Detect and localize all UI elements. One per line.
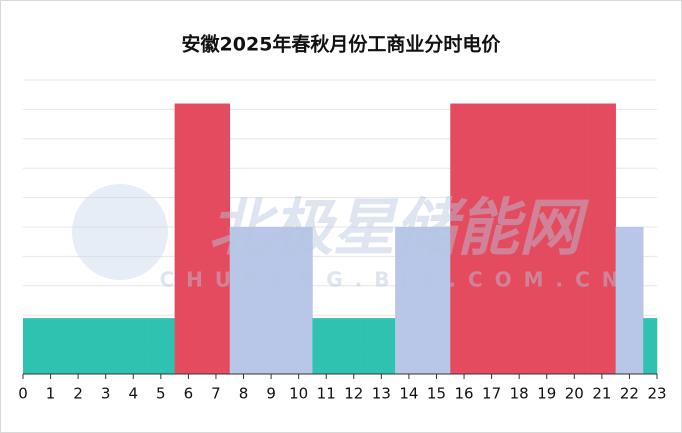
- bar: [257, 227, 286, 374]
- x-tick-label: 12: [344, 385, 363, 403]
- bar: [312, 318, 341, 374]
- x-tick-label: 7: [211, 385, 221, 403]
- x-tick-label: 9: [266, 385, 276, 403]
- bar: [505, 103, 534, 375]
- x-tick-label: 8: [239, 385, 249, 403]
- x-tick-label: 1: [46, 385, 56, 403]
- x-tick-label: 6: [184, 385, 194, 403]
- bar: [615, 227, 644, 374]
- x-tick-label: 17: [482, 385, 501, 403]
- bar: [147, 318, 175, 374]
- x-tick-label: 18: [510, 385, 529, 403]
- x-tick-label: 0: [18, 385, 28, 403]
- bar: [202, 103, 231, 375]
- x-tick-label: 2: [73, 385, 83, 403]
- bar: [64, 318, 93, 374]
- x-tick-label: 19: [537, 385, 556, 403]
- bar: [643, 318, 658, 374]
- x-tick-label: 21: [592, 385, 611, 403]
- bar: [119, 318, 148, 374]
- x-tick-label: 15: [427, 385, 446, 403]
- bar: [395, 227, 423, 374]
- bar: [174, 103, 203, 375]
- bar: [450, 103, 479, 375]
- x-tick-label: 5: [156, 385, 166, 403]
- chart-title: 安徽2025年春秋月份工商业分时电价: [182, 33, 502, 56]
- bar: [588, 103, 616, 375]
- watermark-logo: [72, 184, 168, 280]
- x-tick-label: 13: [372, 385, 391, 403]
- bar: [91, 318, 120, 374]
- bar: [340, 318, 368, 374]
- watermark-brand: 北极星储能网: [209, 191, 590, 264]
- x-tick-label: 4: [128, 385, 138, 403]
- x-tick-label: 11: [317, 385, 336, 403]
- bar: [477, 103, 506, 375]
- bar: [367, 318, 396, 374]
- x-tick-label: 14: [399, 385, 418, 403]
- bar: [532, 103, 561, 375]
- bar: [36, 318, 65, 374]
- watermark-site: CHUNENG.BJX.COM.CN: [159, 268, 630, 292]
- x-tick-label: 20: [565, 385, 584, 403]
- bar: [229, 227, 258, 374]
- bar: [23, 318, 38, 374]
- x-tick-label: 3: [101, 385, 111, 403]
- x-tick-label: 22: [620, 385, 639, 403]
- x-tick-label: 16: [454, 385, 473, 403]
- bar: [560, 103, 589, 375]
- x-tick-label: 10: [289, 385, 308, 403]
- bar: [284, 227, 313, 374]
- bar: [422, 227, 451, 374]
- x-tick-label: 23: [647, 385, 666, 403]
